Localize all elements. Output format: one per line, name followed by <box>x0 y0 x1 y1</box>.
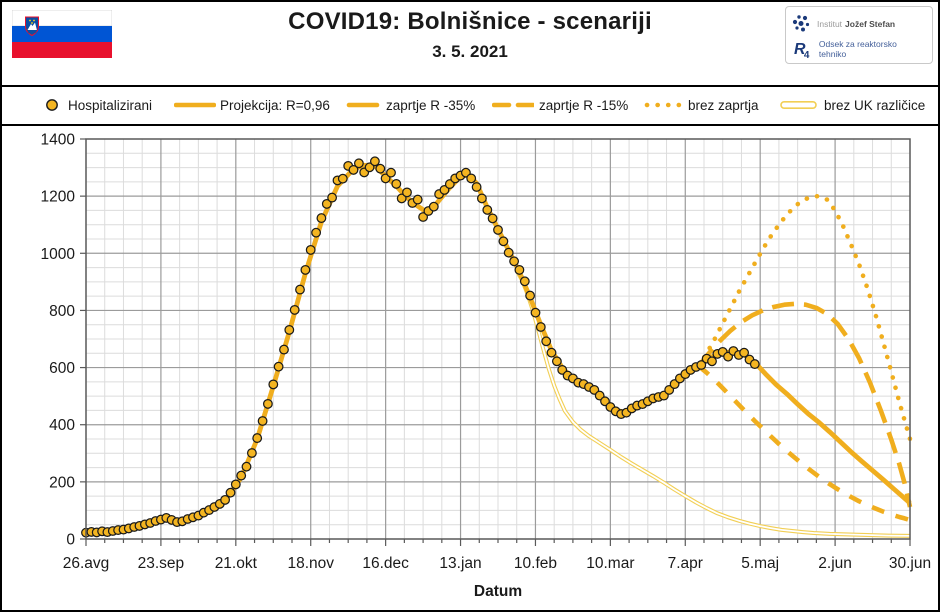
legend-label-zaprtje-35: zaprtje R -35% <box>386 97 476 113</box>
series-brez-zaprtja <box>696 193 913 442</box>
svg-text:2.jun: 2.jun <box>818 555 852 572</box>
legend-item-hospitalizirani: Hospitalizirani <box>40 88 152 122</box>
legend-item-zaprtje-35: zaprtje R -35% <box>342 88 475 122</box>
legend-label-brez-uk: brez UK različice <box>824 97 926 113</box>
series-hospitalized-points <box>81 156 760 538</box>
legend-item-projekcija: Projekcija: R=0,96 <box>174 88 330 122</box>
legend-label-brez-zaprtja: brez zaprtja <box>688 97 759 113</box>
svg-text:0: 0 <box>66 532 75 549</box>
svg-text:1000: 1000 <box>41 246 76 263</box>
svg-text:1400: 1400 <box>41 132 76 149</box>
org1-name: Jožef Stefan <box>845 18 896 29</box>
legend-label-projekcija: Projekcija: R=0,96 <box>220 97 330 113</box>
institute-logo-box: Institut Jožef Stefan R 4 Odsek za reakt… <box>785 6 933 64</box>
svg-text:18.nov: 18.nov <box>287 555 334 572</box>
svg-text:21.okt: 21.okt <box>215 555 258 572</box>
legend-label-zaprtje-15: zaprtje R -15% <box>539 97 629 113</box>
slovenia-flag-icon <box>12 10 112 58</box>
y-axis-labels: 0 200 400 600 800 1000 1200 1400 <box>41 132 76 549</box>
svg-text:30.jun: 30.jun <box>889 555 931 572</box>
r4-logo-icon: R 4 <box>794 40 810 59</box>
legend-item-zaprtje-15: zaprtje R -15% <box>492 88 628 122</box>
org2-name: Odsek za reaktorsko tehniko <box>818 38 897 59</box>
svg-text:5.maj: 5.maj <box>741 555 779 572</box>
axes <box>80 138 911 546</box>
coat-of-arms-icon <box>25 16 39 37</box>
svg-text:800: 800 <box>49 303 75 320</box>
series-zaprtje-r-35- <box>697 364 911 523</box>
svg-text:26.avg: 26.avg <box>63 555 110 572</box>
svg-text:400: 400 <box>49 417 75 434</box>
svg-text:7.apr: 7.apr <box>668 555 703 572</box>
svg-text:1200: 1200 <box>41 189 76 206</box>
series <box>81 156 913 538</box>
header-separator <box>2 85 938 87</box>
svg-text:4: 4 <box>804 49 810 59</box>
series-zaprtje-r-15- <box>696 301 913 508</box>
legend-item-brez-zaprtja: brez zaprtja <box>642 88 759 122</box>
legend-marker-projekcija-icon <box>174 102 216 108</box>
ijs-logo-icon <box>792 14 810 31</box>
svg-text:600: 600 <box>49 360 75 377</box>
org1-prefix: Institut <box>817 18 843 29</box>
legend-marker-zaprtje-35-icon <box>346 102 380 108</box>
x-axis-labels: 26.avg 23.sep 21.okt 18.nov 16.dec 13.jan 10.f… <box>63 555 931 572</box>
legend-separator <box>2 124 938 126</box>
legend-marker-brez-uk-icon <box>780 101 817 110</box>
svg-text:13.jan: 13.jan <box>439 555 481 572</box>
svg-text:200: 200 <box>49 474 75 491</box>
x-axis-title: Datum <box>474 583 522 600</box>
legend-marker-brez-zaprtja-icon <box>644 102 684 108</box>
chart-canvas: 26.avg 23.sep 21.okt 18.nov 16.dec 13.jan 10.f… <box>41 132 932 601</box>
svg-text:R: R <box>794 40 806 57</box>
legend-marker-hospitalizirani-icon <box>46 99 58 111</box>
legend-marker-zaprtje-15-icon <box>492 102 534 108</box>
svg-text:16.dec: 16.dec <box>362 555 409 572</box>
svg-text:23.sep: 23.sep <box>138 555 185 572</box>
svg-text:10.feb: 10.feb <box>514 555 557 572</box>
chart-legend: Hospitalizirani Projekcija: R=0,96 zaprtje… <box>2 88 938 122</box>
legend-item-brez-uk: brez UK različice <box>778 88 925 122</box>
svg-text:10.mar: 10.mar <box>586 555 634 572</box>
gridlines <box>86 139 910 539</box>
series-projekcija-r-0-96 <box>192 162 912 519</box>
legend-label-hospitalizirani: Hospitalizirani <box>68 97 153 113</box>
